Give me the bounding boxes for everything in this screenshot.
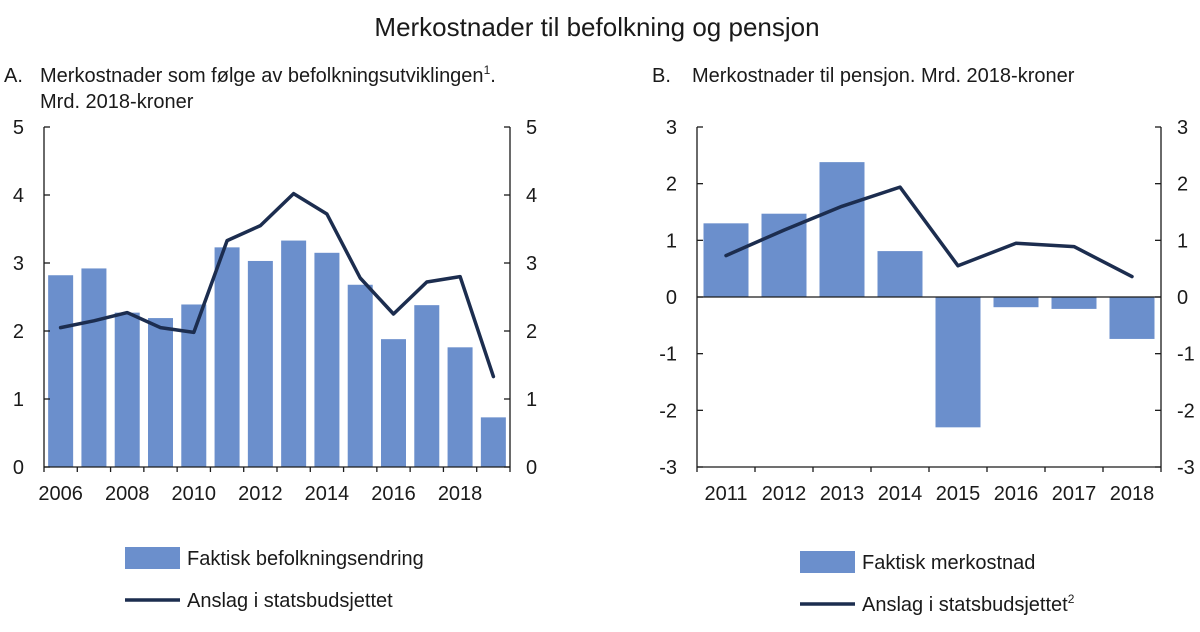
- panel-a-ytick-label-left: 1: [13, 389, 24, 411]
- panel-b-ytick-label-right: 2: [1177, 174, 1188, 196]
- panel-b-ytick-label-left: -1: [659, 344, 677, 366]
- panel-b-xtick-label: 2015: [936, 483, 981, 505]
- panel-b-legend-line-label: Anslag i statsbudsjettet2: [862, 592, 1075, 616]
- panel-b-bar-2018: [1109, 297, 1155, 339]
- panel-a-bar-2008: [114, 312, 140, 467]
- panel-a-title-text: Merkostnader som følge av befolkningsutv…: [40, 65, 484, 87]
- panel-b-bar-2015: [935, 297, 981, 428]
- panel-a-title-period: .: [490, 65, 496, 87]
- panel-b-legend-bar-label: Faktisk merkostnad: [862, 552, 1035, 574]
- panel-b-plot: -3 -3 -2 -2 -1 -1 0 0 1 1 2 2 3 3 2011 2012 2013 2014 2015…: [659, 117, 1195, 505]
- panel-b-ytick-label-left: 3: [666, 117, 677, 139]
- panel-b-ytick-label-right: 3: [1177, 117, 1188, 139]
- panel-a-xtick-label: 2008: [105, 483, 150, 505]
- panel-b-legend-bar-swatch: [800, 551, 855, 573]
- panel-a-line-series: [58, 191, 496, 379]
- panel-b-xtick-label: 2012: [762, 483, 807, 505]
- panel-a-ytick-label-right: 3: [526, 253, 537, 275]
- panel-b-ytick-label-left: -2: [659, 400, 677, 422]
- panel-a: A. Merkostnader som følge av befolknings…: [4, 63, 537, 612]
- panel-a-xtick-label: 2006: [38, 483, 83, 505]
- panel-b-ytick-label-left: 0: [666, 287, 677, 309]
- panel-a-bar-2018: [447, 347, 473, 467]
- panel-a-bar-2014: [314, 252, 340, 467]
- panel-a-legend-bar-label: Faktisk befolkningsendring: [187, 548, 424, 570]
- panel-b-bar-2016: [993, 297, 1039, 308]
- panel-a-label: A.: [4, 65, 23, 87]
- panel-a-plot: 0 0 1 1 2 2 3 3 4 4 5 5 2006 2008 2010 2012 2014 2016 2018: [13, 117, 537, 505]
- panel-b-ytick-label-left: 1: [666, 230, 677, 252]
- panel-a-bar-2017: [414, 305, 440, 467]
- figure-title: Merkostnader til befolkning og pensjon: [374, 12, 819, 42]
- panel-b-ytick-label-left: 2: [666, 174, 677, 196]
- panel-a-bar-2006: [48, 275, 74, 467]
- panel-b-bar-2011: [703, 223, 749, 297]
- panel-b-legend: Faktisk merkostnad Anslag i statsbudsjett…: [800, 551, 1075, 616]
- panel-b-ytick-label-right: -3: [1177, 457, 1195, 479]
- panel-b-bar-2013: [819, 162, 865, 297]
- panel-b-xtick-label: 2016: [994, 483, 1039, 505]
- panel-b-bar-2012: [761, 213, 807, 297]
- panel-a-ytick-label-left: 0: [13, 457, 24, 479]
- panel-b-ytick-label-left: -3: [659, 457, 677, 479]
- panel-b-ytick-label-right: 0: [1177, 287, 1188, 309]
- panel-a-bar-2015: [347, 284, 373, 467]
- panel-a-legend: Faktisk befolkningsendring Anslag i stats…: [125, 547, 424, 612]
- panel-b-xtick-label: 2014: [878, 483, 923, 505]
- panel-b-ytick-label-right: -2: [1177, 400, 1195, 422]
- panel-a-title: Merkostnader som følge av befolkningsutv…: [40, 63, 496, 87]
- panel-b-xtick-label: 2013: [820, 483, 865, 505]
- panel-b-bar-2017: [1051, 297, 1097, 309]
- panel-a-ytick-label-right: 1: [526, 389, 537, 411]
- panel-b: B. Merkostnader til pensjon. Mrd. 2018-k…: [652, 65, 1195, 616]
- panel-a-bar-2011: [214, 247, 240, 467]
- panel-b-title: Merkostnader til pensjon. Mrd. 2018-kron…: [692, 65, 1075, 87]
- panel-a-ytick-label-right: 0: [526, 457, 537, 479]
- panel-b-ytick-label-right: 1: [1177, 230, 1188, 252]
- panel-a-xtick-label: 2014: [305, 483, 350, 505]
- panel-a-xtick-label: 2012: [238, 483, 283, 505]
- panel-b-bar-2014: [877, 251, 923, 297]
- panel-a-ytick-label-left: 5: [13, 117, 24, 139]
- panel-a-bar-2016: [381, 339, 406, 467]
- panel-b-label: B.: [652, 65, 671, 87]
- panel-a-xtick-label: 2018: [438, 483, 483, 505]
- panel-b-xtick-label: 2018: [1110, 483, 1155, 505]
- panel-a-ytick-label-left: 3: [13, 253, 24, 275]
- panel-a-title-footnote: 1: [484, 63, 491, 77]
- panel-a-legend-line-label: Anslag i statsbudsjettet: [187, 590, 393, 612]
- panel-a-ytick-label-right: 2: [526, 321, 537, 343]
- panel-a-xtick-label: 2010: [172, 483, 217, 505]
- panel-b-line-series: [724, 185, 1134, 279]
- panel-a-subtitle: Mrd. 2018-kroner: [40, 91, 194, 113]
- panel-a-bar-2007: [81, 268, 107, 467]
- panel-a-bar-2009: [148, 318, 173, 467]
- panel-b-xtick-label: 2017: [1052, 483, 1097, 505]
- panel-a-bar-2013: [281, 240, 307, 467]
- panel-a-ytick-label-left: 4: [13, 185, 24, 207]
- panel-a-ytick-label-right: 4: [526, 185, 537, 207]
- panel-a-ytick-label-right: 5: [526, 117, 537, 139]
- panel-a-ytick-label-left: 2: [13, 321, 24, 343]
- panel-b-legend-line-footnote: 2: [1068, 592, 1075, 606]
- panel-a-bar-2019: [480, 417, 506, 467]
- panel-b-xtick-label: 2011: [704, 483, 747, 505]
- panel-a-xtick-label: 2016: [371, 483, 416, 505]
- panel-a-bar-2012: [247, 260, 273, 467]
- panel-a-legend-bar-swatch: [125, 547, 180, 569]
- panel-b-ytick-label-right: -1: [1177, 344, 1195, 366]
